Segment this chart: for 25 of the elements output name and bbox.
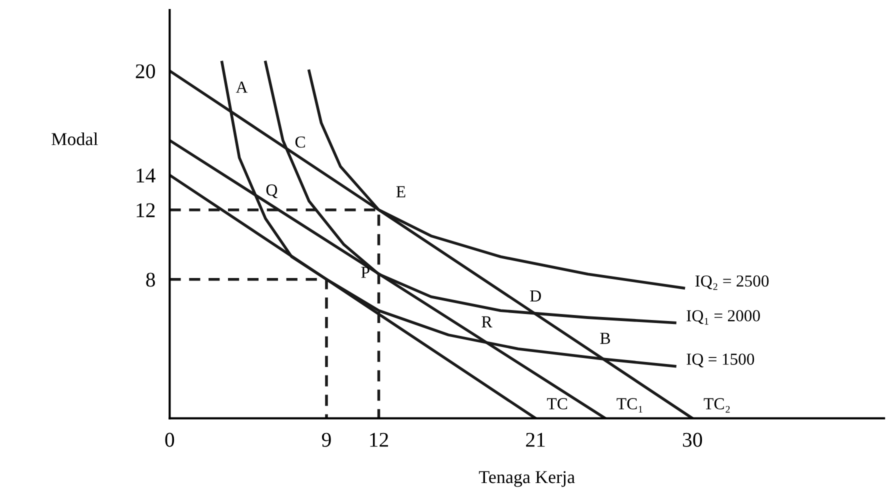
annotation: C [295, 136, 305, 148]
x-axis-title: Tenaga Kerja [478, 471, 575, 487]
series-label: IQ₁ = 2000 [686, 310, 760, 325]
series-label: TC₁ [616, 398, 642, 413]
annotation: E [396, 186, 406, 198]
x-tick-label: 30 [682, 432, 702, 447]
x-tick-label: 21 [526, 432, 545, 447]
y-tick-label: 8 [146, 272, 155, 287]
x-tick-label: 12 [370, 432, 388, 447]
series-label: IQ₂ = 2500 [695, 275, 769, 290]
y-tick-label: 12 [136, 203, 155, 218]
annotation: B [600, 332, 610, 344]
series-label: IQ = 1500 [686, 354, 754, 368]
y-tick-label: 14 [136, 168, 156, 182]
annotation: P [361, 266, 370, 278]
x-tick-label: 0 [165, 432, 174, 447]
annotation: A [236, 82, 248, 93]
annotation: R [482, 316, 492, 328]
y-axis-title: Modal [52, 132, 98, 146]
y-tick-label: 20 [136, 64, 155, 78]
series-label: TC [546, 398, 568, 410]
annotation: Q [266, 184, 278, 198]
annotation: D [530, 290, 541, 302]
x-tick-label: 9 [322, 432, 331, 447]
series-label: TC₂ [704, 398, 730, 413]
